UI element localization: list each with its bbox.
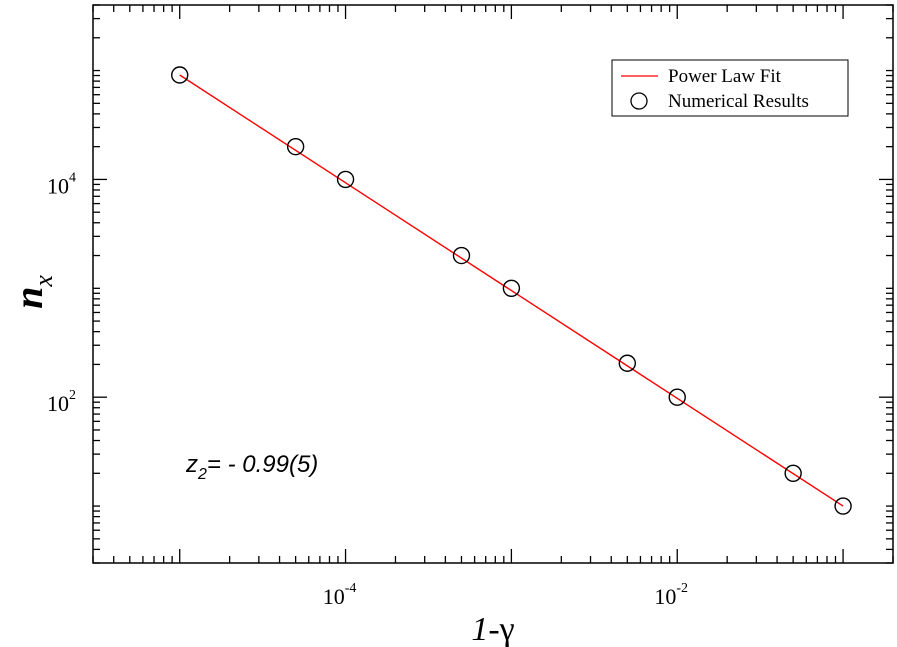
- y-tick-label-base: 10: [47, 173, 69, 198]
- x-tick-label: 10-4: [323, 581, 357, 609]
- x-axis-label-gamma: -γ: [488, 611, 514, 647]
- x-tick-label-base: 10: [323, 584, 345, 609]
- y-tick-label-base: 10: [47, 391, 69, 416]
- data-point: [286, 137, 305, 156]
- axis-ticks: [92, 4, 894, 564]
- legend-box: [611, 59, 849, 117]
- data-point: [452, 246, 471, 265]
- data-point: [502, 279, 521, 298]
- y-tick-label-exp: 2: [69, 388, 76, 403]
- data-point: [336, 170, 355, 189]
- legend-results-label: Numerical Results: [668, 91, 809, 112]
- data-point: [834, 497, 852, 515]
- y-tick-label: 104: [47, 170, 76, 198]
- y-tick-label: 102: [47, 388, 76, 416]
- power-law-fit-line: [179, 74, 844, 507]
- plot-frame: [92, 4, 894, 564]
- legend-circle-swatch: [630, 92, 648, 110]
- data-point: [618, 354, 637, 372]
- data-points: [171, 66, 852, 515]
- x-axis-label-one: 1: [471, 611, 488, 647]
- y-axis-label-x: x: [29, 275, 58, 288]
- exponent-annotation: z2= - 0.99(5): [185, 451, 318, 483]
- y-axis-label: nx: [6, 275, 58, 309]
- annotation-text: = - 0.99(5): [207, 451, 318, 478]
- legend: Power Law Fit Numerical Results: [611, 59, 849, 117]
- y-tick-label-exp: 4: [69, 170, 76, 185]
- data-point: [171, 66, 189, 84]
- x-tick-label-exp: -4: [345, 581, 357, 596]
- x-tick-label: 10-2: [654, 581, 688, 609]
- x-tick-label-exp: -2: [676, 581, 688, 596]
- legend-fit-label: Power Law Fit: [668, 66, 782, 87]
- data-point: [668, 388, 686, 406]
- fit-layer: [179, 74, 844, 507]
- annotation-var: z: [185, 451, 198, 478]
- annotation-sub: 2: [197, 466, 207, 483]
- x-axis-label: 1-γ: [471, 611, 514, 647]
- y-axis-label-n: n: [6, 287, 51, 309]
- data-point: [784, 464, 802, 482]
- x-tick-label-base: 10: [654, 584, 676, 609]
